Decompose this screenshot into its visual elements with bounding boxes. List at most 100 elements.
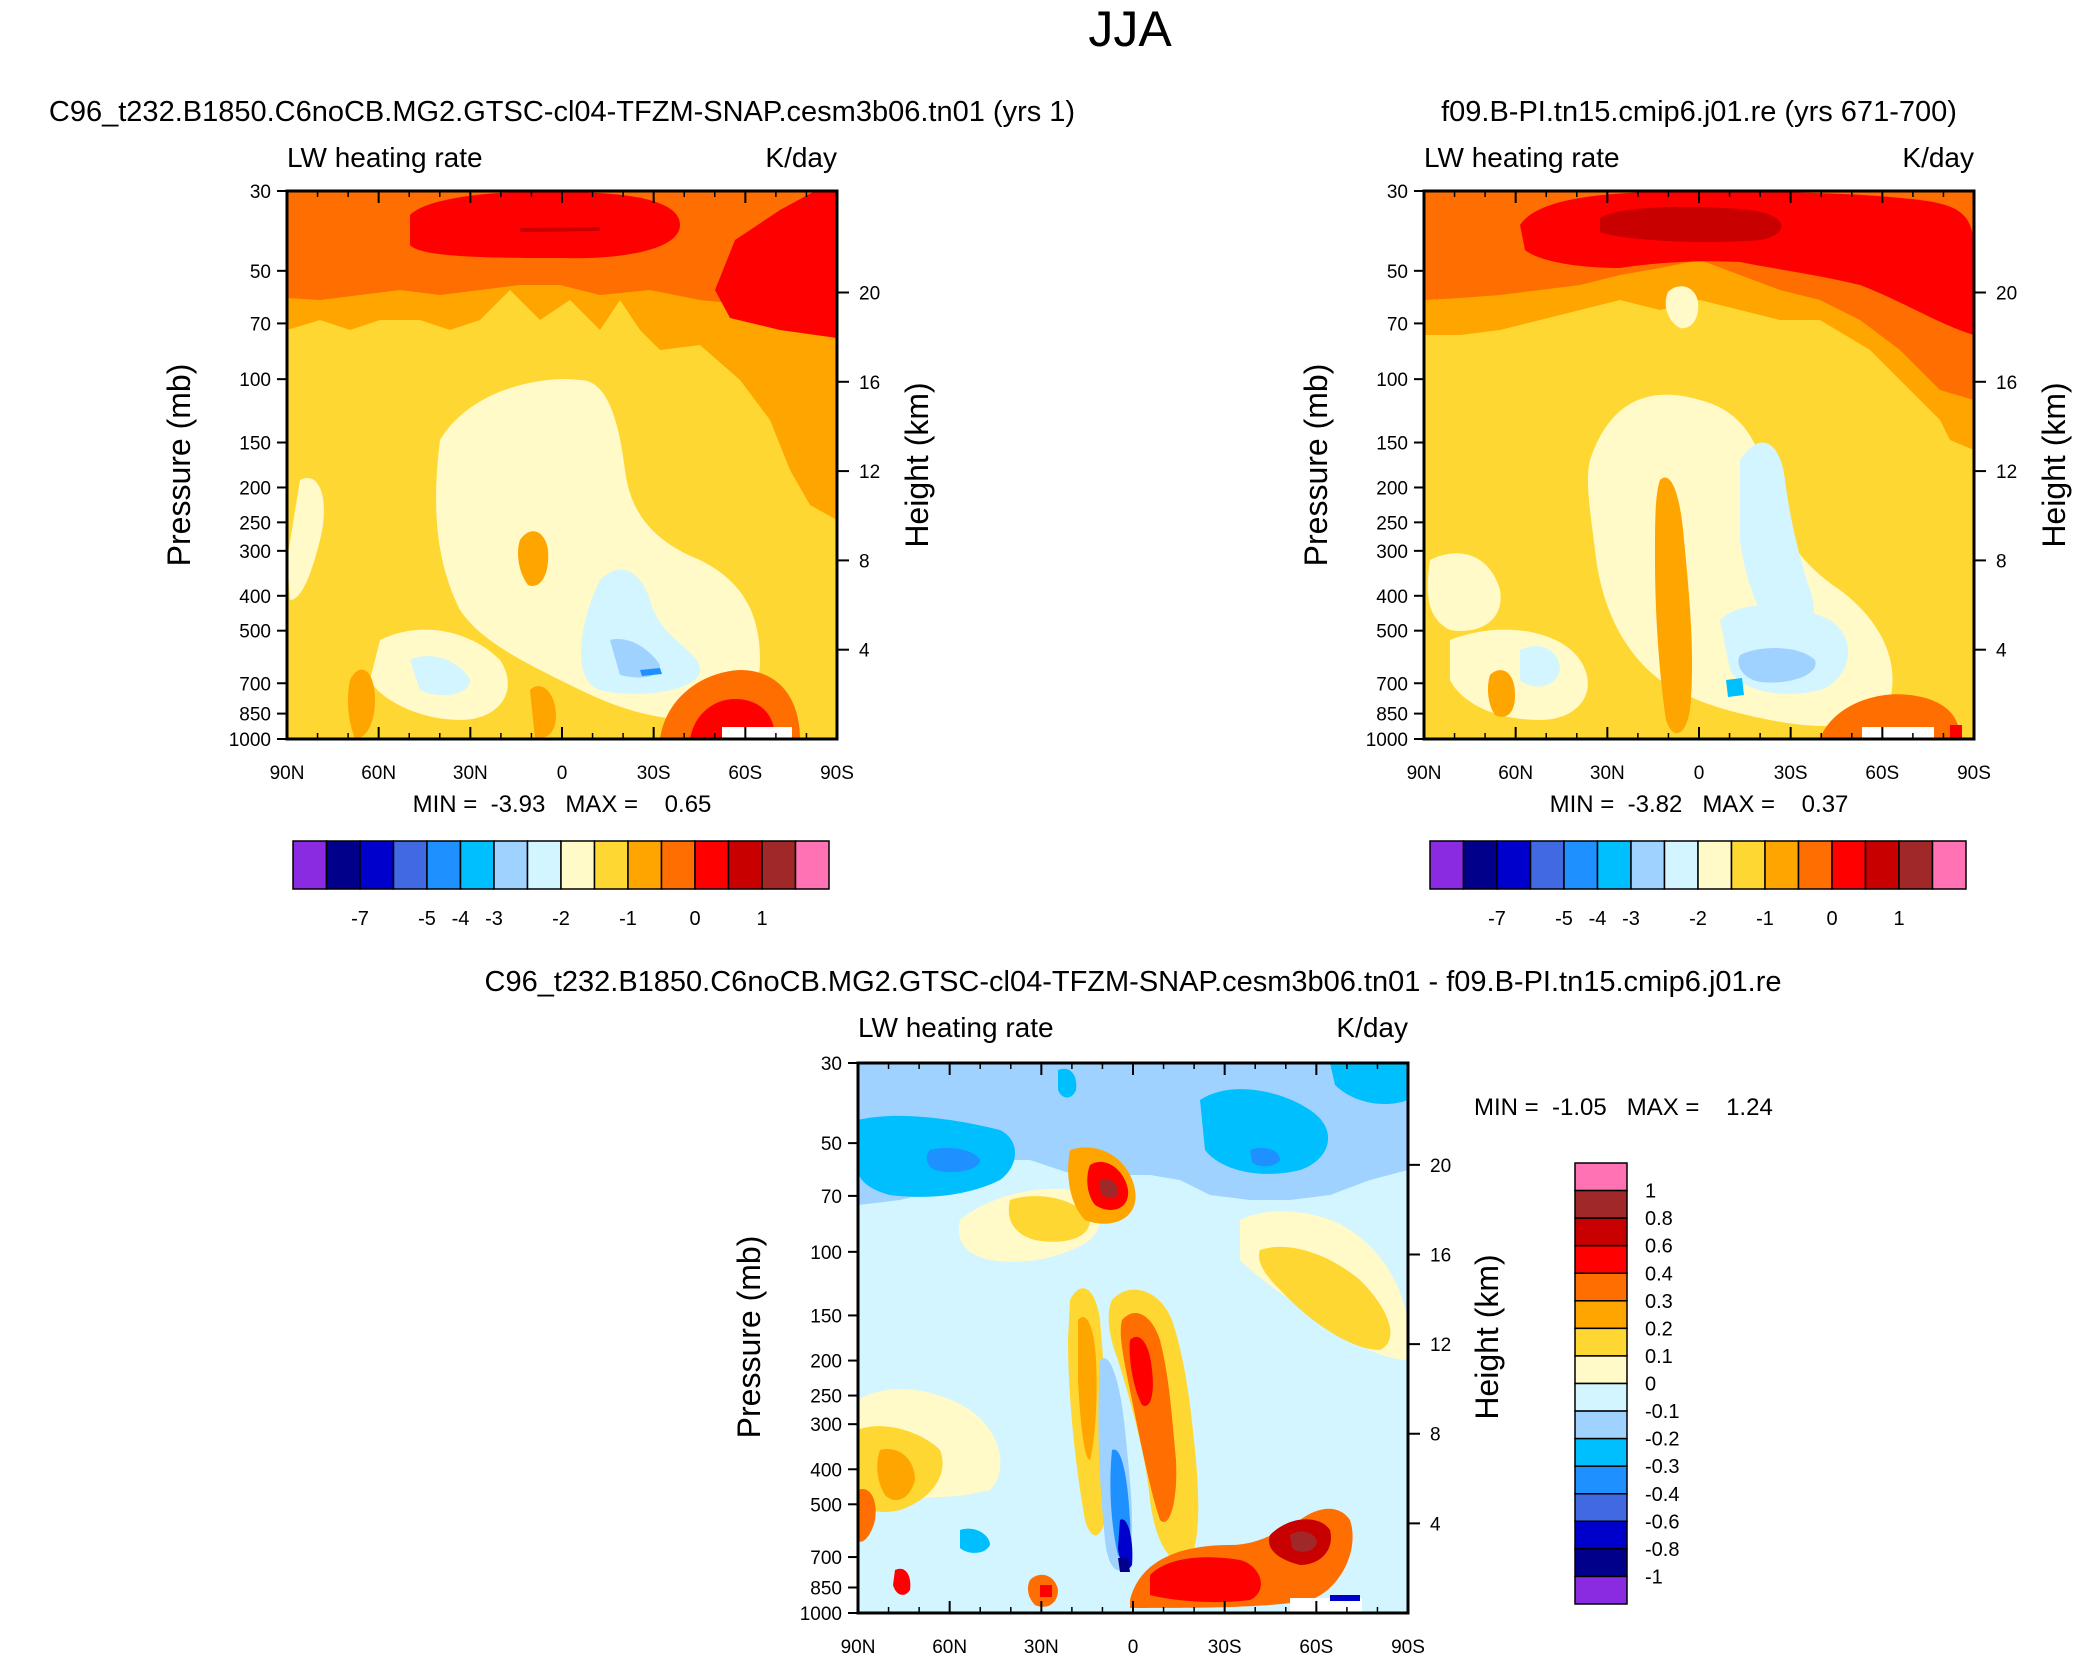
panel-3-axes: 90N 60N 30N 0 30S 60S 90S 30 50 70 100 150 200 250 300… (800, 1054, 1451, 1658)
panel-1-field (287, 191, 837, 739)
legend-swatch (1574, 1355, 1628, 1385)
panel-3-band-blue-mid (1058, 1068, 1077, 1098)
legend-swatch (1764, 840, 1800, 890)
height-tick-label: 16 (1430, 1245, 1451, 1266)
legend-label: 1 (1893, 908, 1904, 930)
panel-1-band-pale (436, 379, 760, 720)
legend-label: -7 (351, 908, 369, 930)
legend-label: 0 (689, 908, 700, 930)
legend-swatch (1429, 840, 1465, 890)
x-tick-label: 90S (820, 763, 854, 784)
panel-3-missing (1290, 1598, 1362, 1613)
legend-swatch (1574, 1382, 1628, 1412)
x-tick-label: 60N (1498, 763, 1533, 784)
page-title: JJA (1088, 1, 1172, 57)
legend-swatch (459, 840, 495, 890)
legend-label: -5 (418, 908, 436, 930)
height-tick-label: 8 (859, 551, 870, 572)
panel-3-band-bottom-red2 (1150, 1557, 1261, 1603)
y-tick-label: 850 (810, 1579, 842, 1600)
panel-2-ylabel-right: Height (km) (2036, 382, 2072, 547)
height-tick-label: 12 (1996, 462, 2017, 483)
legend-swatch (1630, 840, 1666, 890)
legend-swatch (1496, 840, 1532, 890)
legend-label: -0.2 (1645, 1429, 1679, 1451)
panel-2-band-blue (1738, 648, 1816, 683)
x-tick-label: 30N (453, 763, 488, 784)
panel-3-ylabel-right: Height (km) (1469, 1254, 1505, 1419)
height-tick-label: 16 (859, 373, 880, 394)
x-tick-label: 30S (1208, 1637, 1242, 1658)
panel-3-band-yellow-mid (1008, 1196, 1090, 1242)
y-tick-label: 850 (239, 705, 271, 726)
panel-2-band-orange-left (1487, 670, 1515, 717)
legend-swatch (1864, 840, 1900, 890)
height-tick-label: 20 (1996, 283, 2017, 304)
legend-swatch (1574, 1217, 1628, 1247)
legend-swatch (1574, 1493, 1628, 1523)
legend-swatch (560, 840, 596, 890)
height-tick-label: 12 (859, 462, 880, 483)
x-tick-label: 60S (1299, 1637, 1333, 1658)
legend-swatch (1797, 840, 1833, 890)
legend-label: -0.1 (1645, 1401, 1679, 1423)
legend-swatch (694, 840, 730, 890)
x-tick-label: 90S (1957, 763, 1991, 784)
panel-3-band-dblue-left (926, 1148, 980, 1172)
legend-swatch (1574, 1189, 1628, 1219)
legend-label: -7 (1488, 908, 1506, 930)
y-tick-label: 250 (239, 513, 271, 534)
legend-label: -3 (485, 908, 503, 930)
legend-swatch (1574, 1548, 1628, 1578)
x-tick-label: 60N (361, 763, 396, 784)
height-tick-label: 4 (1996, 641, 2007, 662)
legend-label: -4 (452, 908, 470, 930)
legend-swatch (761, 840, 797, 890)
y-tick-label: 400 (1376, 587, 1408, 608)
panel-2-red-corner (1950, 725, 1962, 739)
panel-3: C96_t232.B1850.C6noCB.MG2.GTSC-cl04-TFZM… (485, 966, 1782, 1658)
panel-1-band-red-right (715, 191, 837, 338)
height-tick-label: 4 (1430, 1514, 1441, 1535)
legend-swatch (1574, 1410, 1628, 1440)
legend-label: -1 (619, 908, 637, 930)
x-tick-label: 30N (1590, 763, 1625, 784)
legend-swatch (1574, 1244, 1628, 1274)
panel-2-field (1424, 191, 1974, 739)
legend-label: 0 (1826, 908, 1837, 930)
legend-swatch (392, 840, 428, 890)
y-tick-label: 300 (1376, 542, 1408, 563)
panel-3-navy-strip (1330, 1595, 1360, 1601)
y-tick-label: 200 (239, 478, 271, 499)
panel-3-band-yellow-right (1259, 1246, 1391, 1350)
y-tick-label: 100 (239, 370, 271, 391)
height-tick-label: 20 (859, 283, 880, 304)
height-tick-label: 8 (1430, 1425, 1441, 1446)
panel-3-band-blue-right (1200, 1089, 1329, 1174)
y-tick-label: 250 (810, 1387, 842, 1408)
legend-swatch (1730, 840, 1766, 890)
legend-swatch (1574, 1520, 1628, 1550)
panel-1-legend: -7 -5 -4 -3 -2 -1 0 1 (292, 840, 830, 930)
y-tick-label: 30 (250, 182, 271, 203)
legend-label: 0 (1645, 1374, 1656, 1396)
y-tick-label: 150 (1376, 434, 1408, 455)
legend-label: -5 (1555, 908, 1573, 930)
panel-2-axes: 90N 60N 30N 0 30S 60S 90S 30 50 70 100 150 200 250 300… (1366, 182, 2017, 784)
y-tick-label: 500 (1376, 622, 1408, 643)
legend-swatch (1563, 840, 1599, 890)
x-tick-label: 30S (1774, 763, 1808, 784)
panel-3-ylabel: Pressure (mb) (731, 1236, 767, 1439)
legend-swatch (1831, 840, 1867, 890)
legend-label: -0.8 (1645, 1539, 1679, 1561)
x-tick-label: 0 (1694, 763, 1705, 784)
panel-1-title-left: LW heating rate (287, 142, 483, 173)
y-tick-label: 70 (821, 1187, 842, 1208)
panel-3-band-r-column-red (1129, 1336, 1153, 1406)
legend-label: -2 (1689, 908, 1707, 930)
x-tick-label: 0 (1128, 1637, 1139, 1658)
panel-2-missing (1862, 727, 1934, 739)
panel-1-subtitle: C96_t232.B1850.C6noCB.MG2.GTSC-cl04-TFZM… (49, 96, 1075, 128)
panel-1-band-pale-left (287, 478, 324, 600)
legend-label: -0.3 (1645, 1456, 1679, 1478)
